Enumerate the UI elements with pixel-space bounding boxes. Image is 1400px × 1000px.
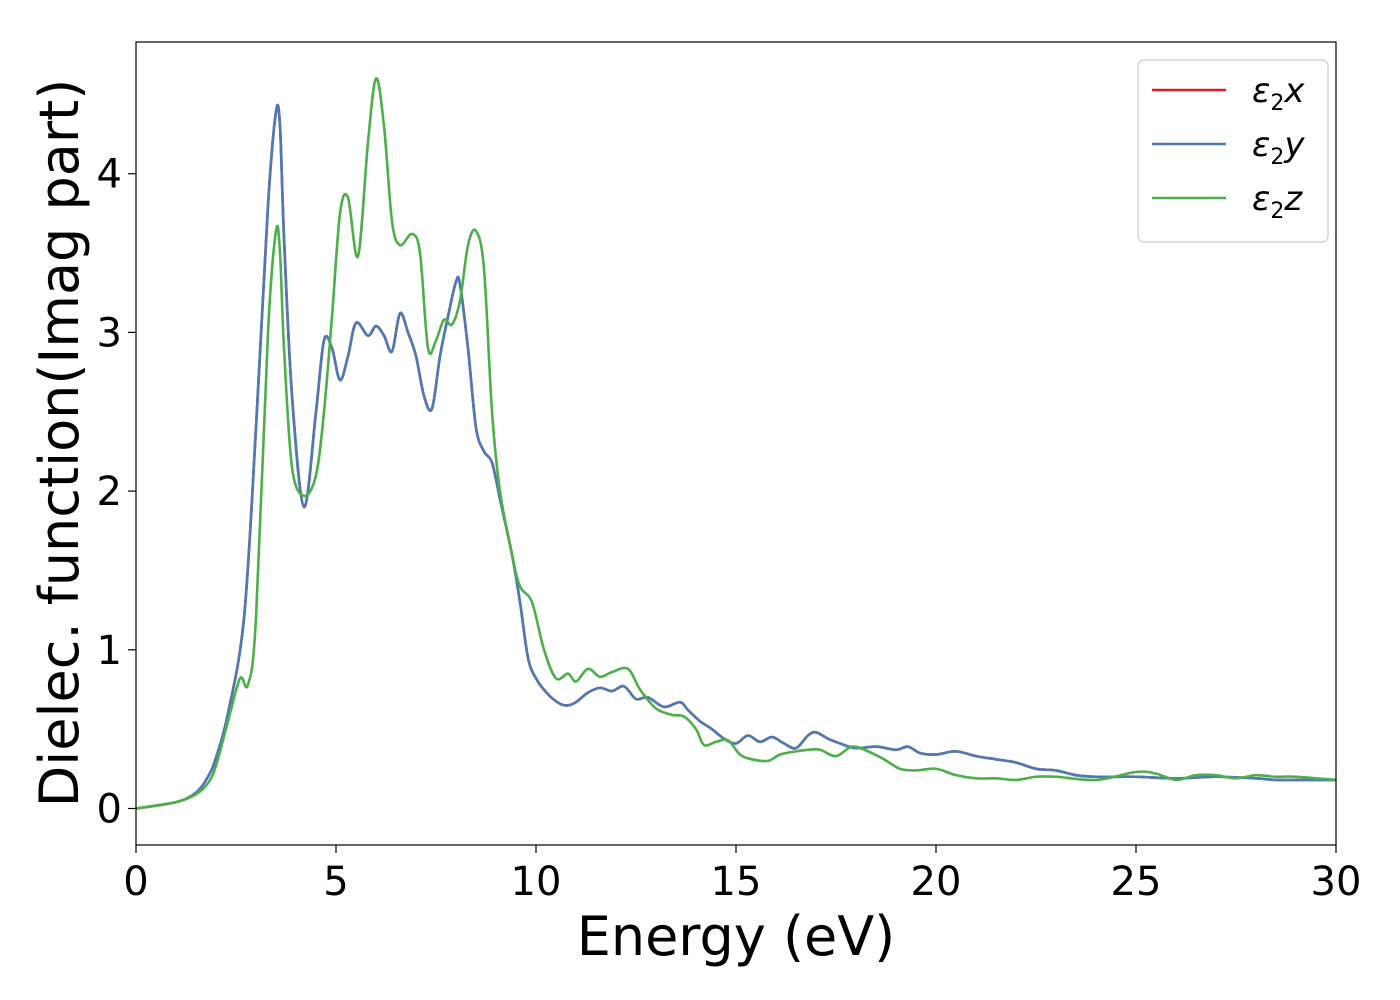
x-tick-label: 0 [123, 859, 148, 905]
ticks-layer: 0 5 10 15 20 25 30 0 1 2 3 4 [97, 152, 1362, 905]
x-axis-label: Energy (eV) [577, 905, 896, 968]
x-tick-label: 10 [511, 859, 562, 905]
legend-label-y: ε2y [1252, 125, 1305, 170]
x-tick-label: 25 [1111, 859, 1162, 905]
legend-label-z: ε2z [1252, 179, 1303, 224]
x-tick-label: 20 [911, 859, 962, 905]
x-tick-label: 30 [1311, 859, 1362, 905]
series-line-z [136, 77, 1336, 810]
series-line-y [136, 103, 1336, 810]
y-tick-label: 3 [97, 310, 122, 356]
legend: ε2x ε2y ε2z [1137, 59, 1329, 243]
legend-label-x: ε2x [1252, 71, 1305, 116]
x-tick-label: 15 [711, 859, 762, 905]
y-tick-label: 2 [97, 469, 122, 515]
y-axis-label: Dielec. function(Imag part) [28, 79, 91, 808]
y-tick-label: 1 [97, 628, 122, 674]
y-tick-label: 0 [97, 787, 122, 833]
x-tick-label: 5 [323, 859, 348, 905]
series-layer [136, 77, 1336, 810]
legend-box [1137, 59, 1329, 243]
y-tick-label: 4 [97, 152, 122, 198]
